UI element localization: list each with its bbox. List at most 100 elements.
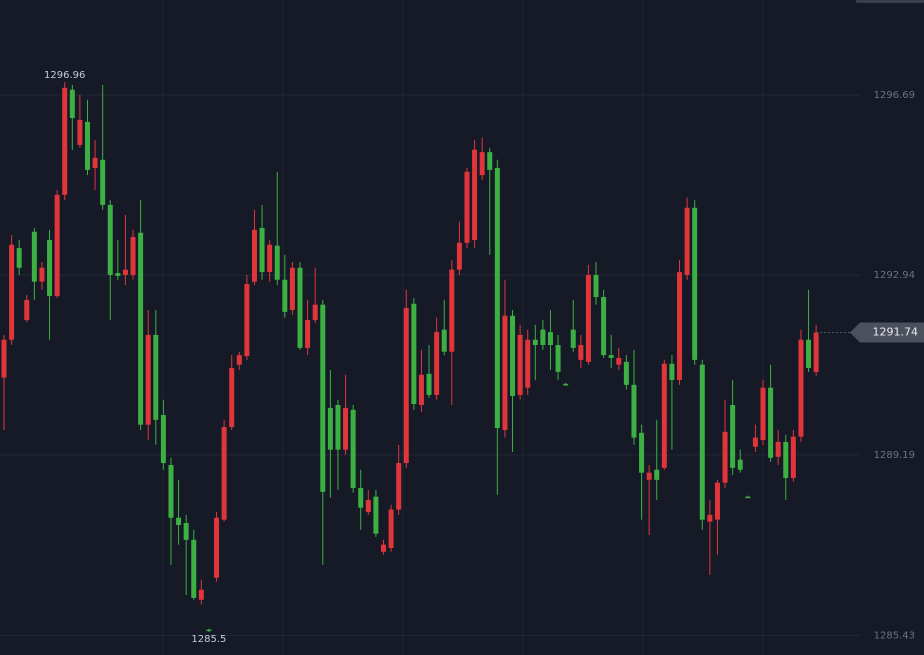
candle-body [305, 320, 311, 348]
candle-body [358, 488, 364, 508]
candle-body [77, 119, 83, 145]
candle-body [601, 297, 607, 356]
candle-body [259, 227, 265, 273]
candle-body [274, 245, 280, 280]
candle-body [191, 539, 197, 598]
candle-body [229, 368, 235, 428]
candle-body [661, 363, 667, 468]
candle-body [84, 121, 90, 170]
candle-body [373, 496, 379, 534]
candle-body [555, 345, 561, 372]
candle-body [540, 329, 546, 346]
candle-body [214, 517, 220, 578]
candle-body [798, 339, 804, 437]
candle-body [479, 152, 485, 176]
y-tick-label: 1296.69 [874, 90, 915, 101]
candle-body [760, 387, 766, 441]
candle-body [1, 339, 7, 378]
candle-body [388, 509, 394, 548]
candle-body [699, 364, 705, 520]
candle-body [251, 229, 257, 282]
candle-body [267, 244, 273, 273]
candle-body [381, 544, 386, 552]
candle-body [677, 272, 683, 381]
candle-body [752, 437, 758, 447]
candle-body [343, 407, 349, 450]
candle-body [396, 463, 402, 510]
candle-body [585, 274, 591, 362]
candle-body [783, 441, 789, 478]
candle-body [62, 87, 68, 195]
candle-body [441, 329, 447, 352]
candle-body [646, 472, 652, 480]
candle-body [730, 404, 736, 468]
candle-body [31, 231, 37, 282]
candle-body [426, 373, 432, 395]
candle-body [54, 194, 60, 297]
candle-body [403, 308, 409, 464]
candle-body [714, 482, 720, 520]
candle-body [616, 357, 622, 365]
y-tick-label: 1292.94 [874, 270, 915, 281]
candle-body [692, 207, 698, 360]
candle-body [593, 274, 599, 298]
candle-body [578, 345, 584, 360]
candle-body [138, 232, 144, 425]
candle-body [92, 157, 98, 168]
candle-body [510, 315, 516, 396]
candle-body [669, 363, 675, 381]
candle-body [768, 387, 774, 458]
last-price-label: 1291.74 [873, 326, 919, 339]
candle-body [206, 629, 212, 632]
candle-body [69, 89, 75, 119]
candle-body [547, 332, 553, 346]
candle-body [9, 244, 15, 340]
candle-body [122, 269, 128, 275]
candle-body [168, 464, 174, 518]
last-price-tag [850, 322, 924, 343]
candle-body [183, 523, 189, 540]
candle-body [327, 407, 333, 450]
candle-body [418, 374, 424, 405]
candle-body [130, 237, 136, 275]
candle-body [631, 384, 637, 438]
candle-body [487, 152, 493, 170]
candle-body [434, 332, 440, 395]
candle-body [198, 589, 204, 600]
candle-body [707, 514, 713, 522]
candle-body [176, 517, 182, 525]
candle-body [623, 361, 629, 385]
candle-body [608, 355, 614, 358]
candle-body [365, 500, 371, 513]
candle-body [464, 171, 470, 243]
candle-body [654, 469, 660, 480]
candle-body [411, 303, 417, 405]
candle-body [16, 248, 22, 268]
candle-body [684, 207, 690, 275]
candle-body [100, 159, 106, 205]
candle-body [47, 239, 53, 297]
candle-body [745, 496, 751, 499]
candle-body [790, 436, 796, 478]
candle-body [153, 334, 159, 420]
candle-body [244, 284, 250, 357]
candle-body [722, 431, 728, 483]
candle-body [472, 149, 478, 240]
candle-body [570, 329, 576, 348]
candle-body [517, 334, 523, 395]
candle-body [775, 441, 781, 457]
candle-body [107, 204, 113, 275]
candle-body [297, 267, 303, 348]
candle-body [456, 242, 462, 270]
candle-body [312, 304, 318, 321]
candle-body [494, 167, 500, 429]
candle-body [115, 273, 121, 276]
candle-body [335, 404, 341, 450]
candle-body [806, 339, 812, 369]
candle-body [160, 415, 166, 464]
candle-body [145, 334, 151, 425]
candle-body [813, 332, 819, 372]
y-tick-label: 1289.19 [874, 450, 915, 461]
candle-body [282, 279, 288, 312]
